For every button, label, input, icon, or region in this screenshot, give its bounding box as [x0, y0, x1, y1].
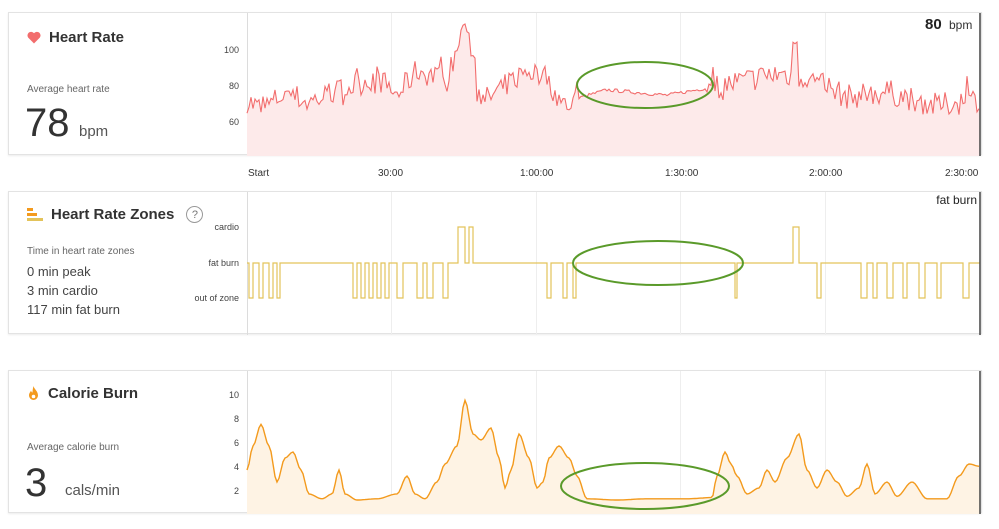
help-icon[interactable]: ?: [186, 206, 204, 223]
zones-bars-icon: [27, 207, 43, 221]
avg-heart-rate-label: Average heart rate: [27, 84, 110, 95]
cal-ytick-4: 4: [234, 462, 239, 472]
cal-ytick-6: 6: [234, 438, 239, 448]
calorie-chart: 10 8 6 4 2: [229, 371, 981, 514]
heart-rate-card: Heart Rate Average heart rate 78 bpm 100…: [8, 12, 983, 156]
cal-ytick-10: 10: [229, 390, 239, 400]
zones-annotation-ellipse: [572, 240, 744, 286]
cal-ytick-2: 2: [234, 486, 239, 496]
heart-rate-area: [247, 24, 980, 156]
heart-rate-title-row: Heart Rate: [27, 29, 124, 46]
hr-current-value: 80: [925, 16, 942, 33]
heart-rate-plot[interactable]: 100 80 60 80 bpm: [224, 13, 983, 156]
calorie-info: Calorie Burn Average calorie burn 3 cals…: [9, 371, 247, 512]
zone-peak-line: 0 min peak: [27, 264, 91, 279]
heart-rate-chart: 100 80 60 80 bpm: [224, 13, 981, 156]
zones-chart: cardio fat burn out of zone fat burn: [194, 192, 981, 335]
calorie-title: Calorie Burn: [48, 385, 139, 402]
calorie-area: [247, 400, 980, 514]
avg-heart-rate-value: 78: [25, 101, 70, 145]
x-tick-150: 2:30:00: [945, 168, 979, 179]
hr-ytick-100: 100: [224, 45, 239, 55]
zones-plot[interactable]: cardio fat burn out of zone fat burn: [194, 192, 983, 335]
heart-rate-line: [246, 23, 980, 116]
calorie-card: Calorie Burn Average calorie burn 3 cals…: [8, 370, 983, 514]
calorie-annotation-ellipse: [560, 462, 730, 510]
x-tick-start: Start: [248, 168, 270, 179]
zone-cardio-line: 3 min cardio: [27, 283, 98, 298]
hr-annotation-ellipse: [576, 61, 714, 109]
hr-ytick-80: 80: [229, 81, 239, 91]
heart-rate-title: Heart Rate: [49, 29, 125, 46]
zones-card: Heart Rate Zones ? Time in heart rate zo…: [8, 191, 983, 335]
heart-rate-info: Heart Rate Average heart rate 78 bpm: [9, 13, 247, 154]
calorie-plot[interactable]: 10 8 6 4 2: [229, 371, 983, 514]
cal-ytick-8: 8: [234, 414, 239, 424]
zones-title: Heart Rate Zones: [51, 206, 175, 223]
avg-calorie-label: Average calorie burn: [27, 442, 120, 453]
avg-calorie-unit: cals/min: [65, 482, 121, 499]
heart-icon: [27, 31, 41, 44]
x-tick-90: 1:30:00: [665, 168, 699, 179]
zones-line: [247, 226, 980, 299]
zones-current-value: fat burn: [936, 193, 977, 207]
flame-icon: [29, 386, 38, 400]
calorie-title-row: Calorie Burn: [27, 385, 138, 402]
zones-title-row: Heart Rate Zones ?: [27, 206, 204, 223]
x-tick-60: 1:00:00: [520, 168, 554, 179]
zone-level-outofzone: out of zone: [194, 293, 239, 303]
zones-info: Heart Rate Zones ? Time in heart rate zo…: [9, 192, 247, 333]
x-tick-120: 2:00:00: [809, 168, 843, 179]
x-tick-30: 30:00: [378, 168, 404, 179]
hr-ytick-60: 60: [229, 117, 239, 127]
zone-level-fatburn: fat burn: [208, 258, 239, 268]
calorie-line: [246, 398, 980, 501]
hr-current-unit: bpm: [949, 18, 972, 32]
zone-fatburn-line: 117 min fat burn: [27, 302, 120, 317]
zones-subtitle: Time in heart rate zones: [27, 246, 135, 257]
zone-level-cardio: cardio: [214, 222, 239, 232]
avg-heart-rate-unit: bpm: [79, 123, 109, 140]
avg-calorie-value: 3: [25, 461, 48, 505]
